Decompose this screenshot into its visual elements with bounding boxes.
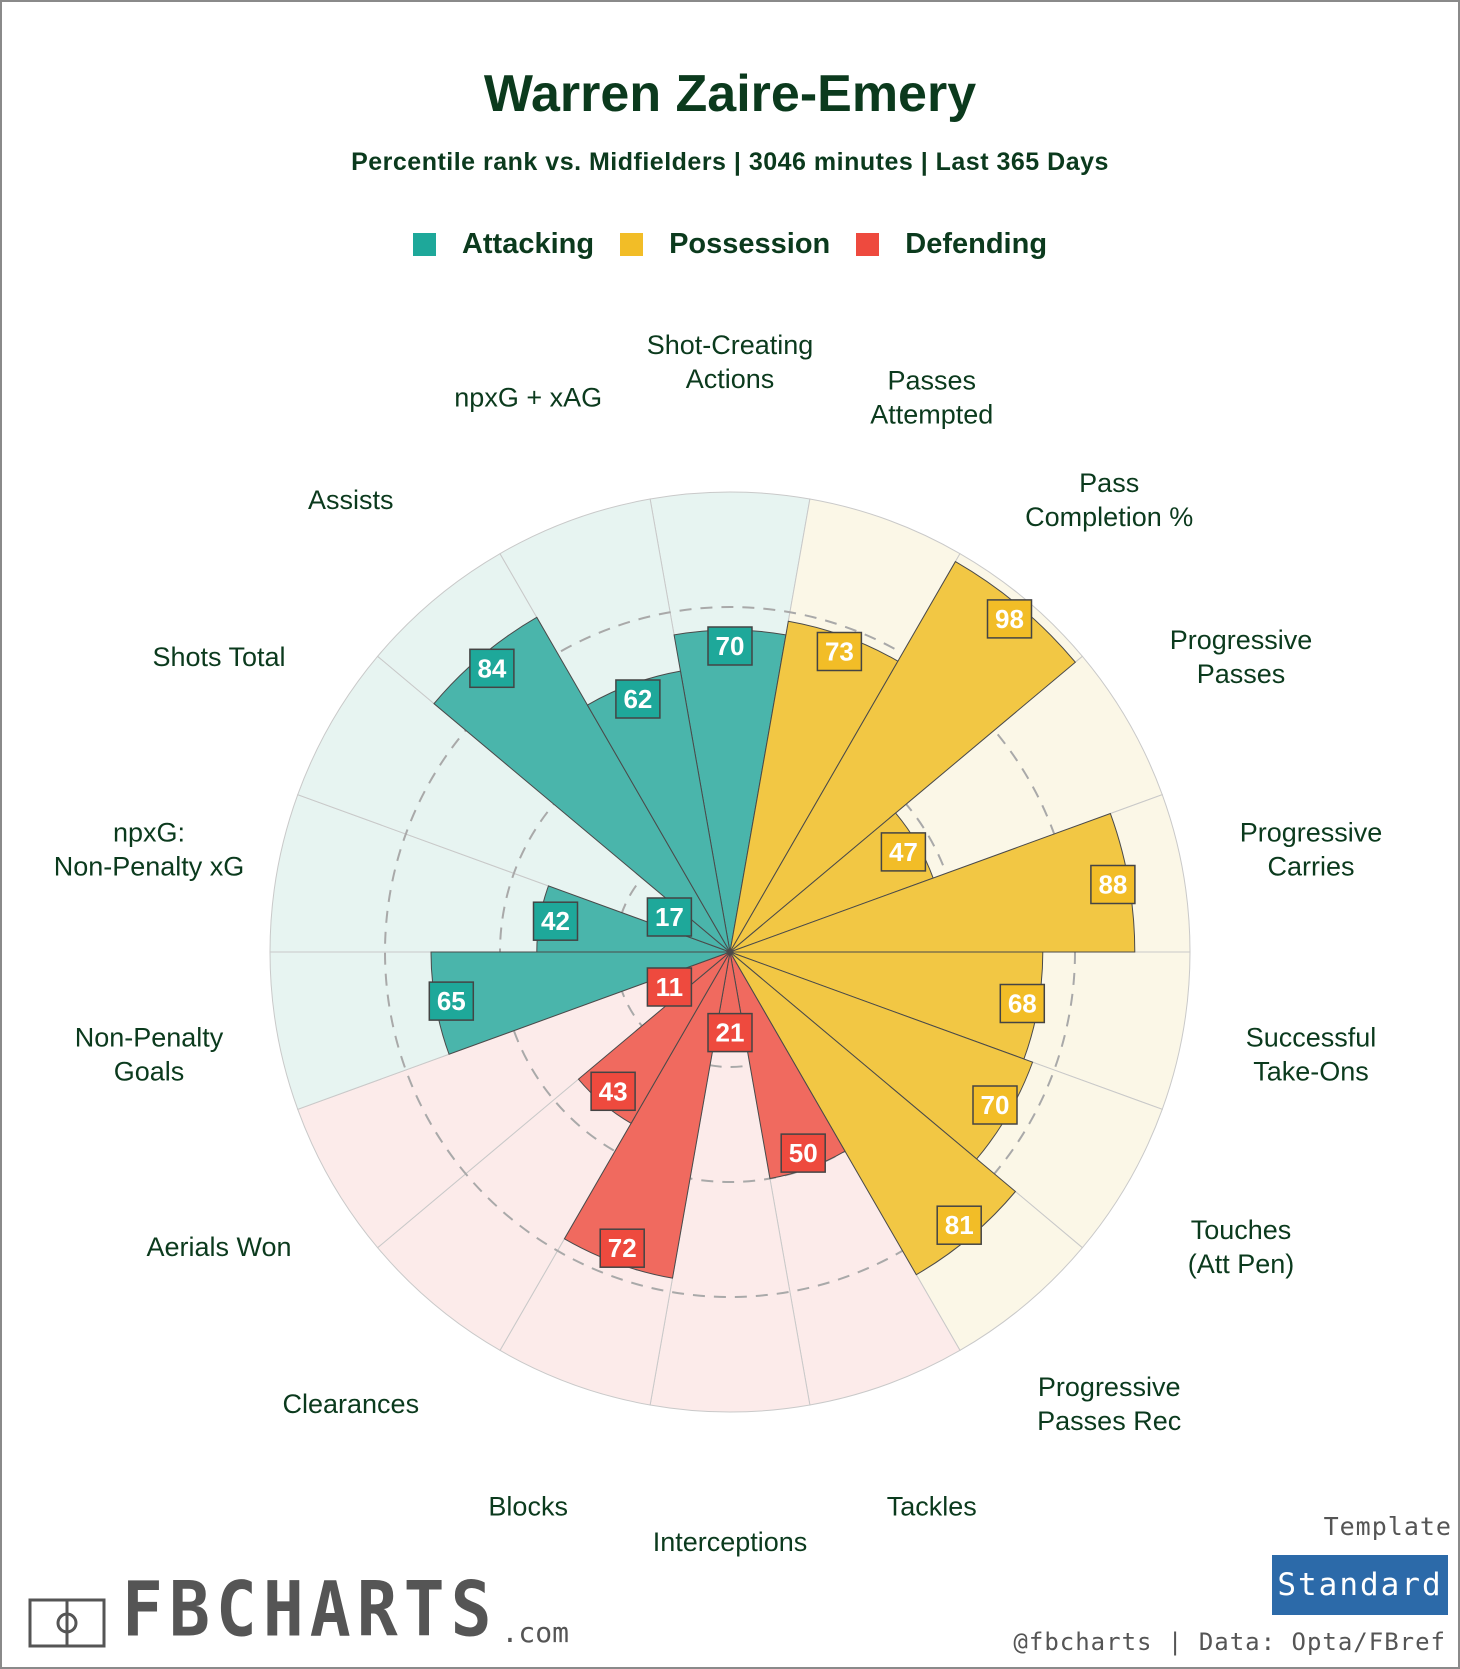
value-label-clearances: 43 [590,1071,636,1112]
value-label-non-penalty-goals: 65 [428,981,475,1021]
legend-item-defending: Defending [856,228,1047,261]
background-wedge-shots-total [297,655,731,953]
value-label-interceptions: 21 [707,1012,753,1053]
value-label-text: 98 [995,604,1024,634]
value-label-box [646,967,693,1007]
category-label-aerials-won: Aerials Won [146,1232,291,1262]
legend-swatch-possession [620,233,644,256]
value-label-passes-attempted: 73 [816,631,863,672]
value-label-assists: 84 [469,648,515,689]
category-label-successful-take-ons: Successful Take-Ons [1246,1023,1377,1087]
legend-swatch-defending [856,233,880,256]
value-label-npxg-xag: 62 [615,679,661,719]
value-label-box [590,1071,636,1112]
template-label: Template [1323,1512,1452,1541]
value-label-tackles: 50 [780,1133,826,1173]
value-label-box [986,599,1033,639]
value-label-touches-att-pen: 70 [972,1085,1018,1125]
background-wedge-aerials-won [297,951,731,1249]
category-label-progressive-passes: Progressive Passes [1170,625,1313,689]
value-label-progressive-passes: 47 [880,832,927,872]
category-label-npxg-xag: npxG + xAG [454,383,602,413]
value-label-box [936,1205,982,1245]
value-label-progressive-passes-rec: 81 [936,1205,982,1245]
value-label-progressive-carries: 88 [1090,864,1136,905]
legend: Attacking Possession Defending [2,228,1458,261]
chart-title: Warren Zaire-Emery [483,65,977,123]
legend-item-attacking: Attacking [412,228,595,261]
value-label-pass-completion: 98 [986,599,1033,639]
legend-swatch-attacking [412,233,436,256]
value-label-text: 84 [477,653,506,683]
value-label-aerials-won: 11 [646,967,693,1007]
category-label-shot-creating-actions: Shot-Creating Actions [647,330,814,394]
value-label-npxg-non-penalty-xg: 42 [532,901,579,941]
template-badge: Standard [1272,1555,1448,1615]
value-label-box [469,648,515,689]
value-label-text: 88 [1098,870,1127,900]
data-credit: @fbcharts | Data: Opta/FBref [1013,1628,1446,1656]
value-label-text: 17 [655,902,684,932]
value-label-box [880,832,927,872]
category-label-progressive-passes-rec: Progressive Passes Rec [1037,1372,1181,1436]
value-label-text: 65 [437,986,466,1016]
value-label-text: 68 [1008,989,1037,1019]
value-label-box [599,1228,645,1268]
logo-suffix: .com [501,1616,569,1649]
legend-label-defending: Defending [905,228,1048,260]
legend-item-possession: Possession [620,228,830,261]
value-label-box [428,981,475,1021]
pitch-icon [28,1598,106,1648]
value-label-box [972,1085,1018,1125]
category-label-non-penalty-goals: Non-Penalty Goals [75,1023,224,1087]
value-label-text: 70 [981,1090,1010,1120]
category-label-tackles: Tackles [887,1491,977,1521]
value-label-text: 70 [716,631,745,661]
value-label-shot-creating-actions: 70 [707,626,753,666]
value-label-text: 50 [789,1138,818,1168]
value-label-text: 81 [945,1210,974,1240]
value-label-box [816,631,863,672]
category-label-assists: Assists [308,485,394,515]
legend-label-possession: Possession [669,228,831,260]
value-label-text: 72 [608,1233,637,1263]
chart-subtitle: Percentile rank vs. Midfielders | 3046 m… [351,148,1109,176]
category-label-clearances: Clearances [283,1389,420,1419]
category-label-shots-total: Shots Total [152,642,285,672]
category-label-blocks: Blocks [488,1491,568,1521]
value-label-box [615,679,661,719]
category-label-passes-attempted: Passes Attempted [870,366,993,430]
value-label-blocks: 72 [599,1228,645,1268]
value-label-box [999,983,1046,1024]
value-label-shots-total: 17 [646,897,693,937]
value-label-box [1090,864,1136,905]
value-label-box [532,901,579,941]
category-label-pass-completion: Pass Completion % [1025,468,1193,532]
value-label-text: 47 [889,837,918,867]
value-label-box [780,1133,826,1173]
category-label-npxg-non-penalty-xg: npxG: Non-Penalty xG [54,818,245,882]
value-label-successful-take-ons: 68 [999,983,1046,1024]
value-label-text: 11 [656,972,684,1002]
value-label-text: 21 [716,1018,745,1048]
value-label-text: 73 [825,637,854,667]
fbcharts-logo: FBCHARTS .com [28,1572,569,1649]
legend-label-attacking: Attacking [461,228,595,260]
value-label-text: 43 [599,1076,628,1106]
logo-text: FBCHARTS [122,1566,498,1655]
value-label-text: 62 [623,684,652,714]
category-label-touches-att-pen: Touches (Att Pen) [1188,1215,1295,1279]
value-label-text: 42 [541,906,570,936]
value-label-box [707,626,753,666]
value-label-box [646,897,693,937]
value-label-box [707,1012,753,1053]
category-label-interceptions: Interceptions [653,1527,808,1557]
category-label-progressive-carries: Progressive Carries [1240,818,1383,882]
